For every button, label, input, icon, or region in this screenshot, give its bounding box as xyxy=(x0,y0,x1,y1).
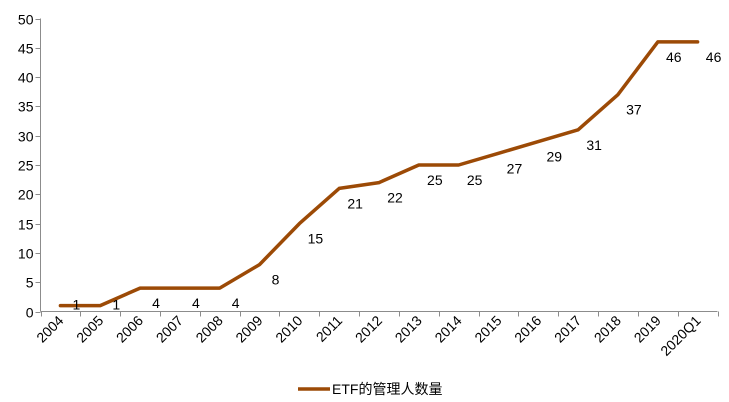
legend-label: ETF的管理人数量 xyxy=(332,381,442,397)
x-tick-label: 2020Q1 xyxy=(657,312,704,359)
data-label: 22 xyxy=(387,190,403,206)
data-label: 46 xyxy=(666,49,682,65)
data-label: 1 xyxy=(112,297,120,313)
x-tick-label: 2013 xyxy=(392,312,425,345)
y-tick-label: 35 xyxy=(18,99,34,115)
data-label: 4 xyxy=(152,295,160,311)
x-tick-label: 2014 xyxy=(431,312,464,345)
x-tick-label: 2007 xyxy=(153,312,186,345)
y-tick-label: 30 xyxy=(18,129,34,145)
data-label: 27 xyxy=(507,160,523,176)
data-label: 8 xyxy=(272,272,280,288)
x-tick-label: 2005 xyxy=(73,312,106,345)
x-tick-label: 2015 xyxy=(471,312,504,345)
x-tick-label: 2016 xyxy=(511,312,544,345)
x-tick-label: 2012 xyxy=(352,312,385,345)
x-tick-label: 2018 xyxy=(591,312,624,345)
x-tick-label: 2004 xyxy=(33,312,66,345)
data-labels: 1 1 4 4 4 8 15 21 22 25 25 27 29 31 37 46 46 xyxy=(73,49,722,313)
x-tick-label: 2019 xyxy=(631,312,664,345)
x-tick-label: 2006 xyxy=(113,312,146,345)
data-label: 25 xyxy=(467,172,483,188)
y-tick-label: 10 xyxy=(18,246,34,262)
x-tick-label: 2011 xyxy=(313,312,346,345)
x-axis-ticks: 2004 2005 2006 2007 2008 2009 2010 2011 2012 2013… xyxy=(33,311,719,359)
series-layer xyxy=(58,40,700,308)
y-tick-label: 25 xyxy=(18,158,34,174)
x-tick-label: 2008 xyxy=(192,312,225,345)
y-tick-label: 40 xyxy=(18,70,34,86)
x-tick-label: 2009 xyxy=(232,312,265,345)
data-label: 25 xyxy=(427,172,443,188)
y-tick-label: 20 xyxy=(18,187,34,203)
data-label: 4 xyxy=(192,295,200,311)
axes xyxy=(40,18,718,312)
data-label: 37 xyxy=(626,102,642,118)
data-label: 46 xyxy=(706,49,722,65)
data-label: 1 xyxy=(73,297,81,313)
y-tick-label: 5 xyxy=(26,275,34,291)
series-line xyxy=(58,40,700,308)
data-label: 21 xyxy=(347,195,363,211)
data-label: 31 xyxy=(586,137,602,153)
y-tick-label: 0 xyxy=(26,305,34,321)
x-tick-label: 2010 xyxy=(272,312,305,345)
x-tick-label: 2017 xyxy=(551,312,584,345)
legend: ETF的管理人数量 xyxy=(298,381,442,397)
data-label: 4 xyxy=(232,295,240,311)
y-tick-label: 50 xyxy=(18,12,34,28)
data-label: 29 xyxy=(547,149,563,165)
y-axis-ticks: 0 5 10 15 20 25 30 35 40 45 50 xyxy=(18,12,41,321)
y-tick-label: 45 xyxy=(18,41,34,57)
y-tick-label: 15 xyxy=(18,217,34,233)
data-label: 15 xyxy=(308,231,324,247)
